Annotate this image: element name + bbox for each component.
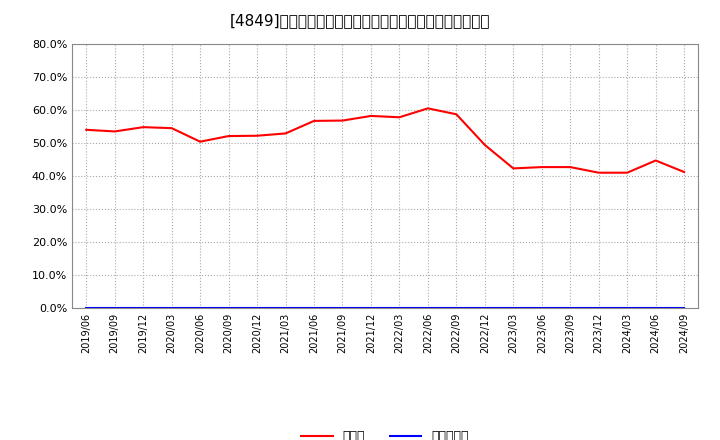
現預金 [537, 165, 546, 170]
有利子負偉 [595, 305, 603, 311]
現預金 [82, 127, 91, 132]
有利子負偉 [82, 305, 91, 311]
現預金 [225, 133, 233, 139]
有利子負偉 [167, 305, 176, 311]
現預金 [452, 112, 461, 117]
有利子負偉 [253, 305, 261, 311]
Legend: 現預金, 有利子負偉: 現預金, 有利子負偉 [297, 425, 474, 440]
有利子負偉 [452, 305, 461, 311]
有利子負偉 [680, 305, 688, 311]
有利子負偉 [196, 305, 204, 311]
有利子負偉 [110, 305, 119, 311]
現預金 [652, 158, 660, 163]
現預金 [253, 133, 261, 138]
有利子負偉 [537, 305, 546, 311]
Line: 現預金: 現預金 [86, 108, 684, 172]
有利子負偉 [310, 305, 318, 311]
現預金 [196, 139, 204, 144]
現預金 [680, 169, 688, 175]
有利子負偉 [139, 305, 148, 311]
有利子負偉 [652, 305, 660, 311]
現預金 [366, 113, 375, 118]
現預金 [110, 129, 119, 134]
現預金 [338, 118, 347, 123]
現預金 [509, 166, 518, 171]
有利子負偉 [338, 305, 347, 311]
有利子負偉 [480, 305, 489, 311]
有利子負偉 [282, 305, 290, 311]
有利子負偉 [423, 305, 432, 311]
現預金 [595, 170, 603, 175]
有利子負偉 [566, 305, 575, 311]
現預金 [566, 165, 575, 170]
有利子負偉 [225, 305, 233, 311]
現預金 [167, 125, 176, 131]
現預金 [139, 125, 148, 130]
現預金 [623, 170, 631, 175]
Text: [4849]　現預金、有利子負偉の総資産に対する比率の推移: [4849] 現預金、有利子負偉の総資産に対する比率の推移 [230, 13, 490, 28]
有利子負偉 [366, 305, 375, 311]
現預金 [310, 118, 318, 124]
有利子負偉 [395, 305, 404, 311]
有利子負偉 [509, 305, 518, 311]
現預金 [282, 131, 290, 136]
現預金 [423, 106, 432, 111]
現預金 [395, 115, 404, 120]
現預金 [480, 142, 489, 147]
有利子負偉 [623, 305, 631, 311]
